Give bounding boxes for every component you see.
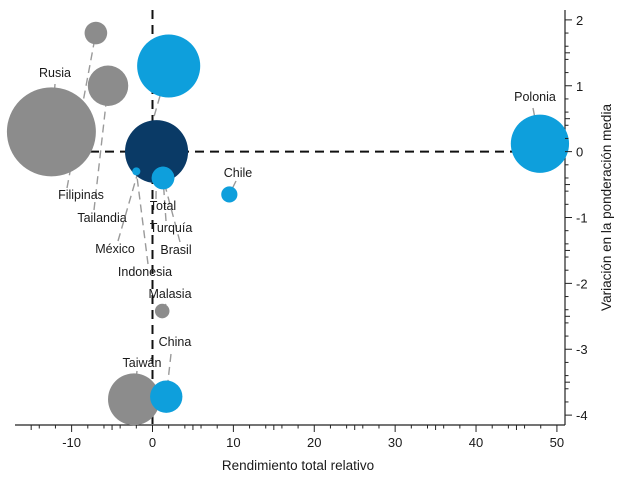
reference-lines [15,10,565,425]
point-label: Chile [224,166,253,180]
bubble-filipinas [84,21,108,45]
x-axis-title: Rendimiento total relativo [222,458,374,473]
x-tick-label: 30 [388,435,402,450]
bubble-tailandia [87,65,129,106]
point-label: Brasil [160,243,191,257]
point-labels: Rusia Filipinas Tailandia México Indonesia To… [39,66,556,370]
bubble-indonesia [132,167,141,176]
point-label: Indonesia [118,265,172,279]
bubble-taiwan [108,373,160,426]
y-axis-title: Variación en la ponderación media [599,104,614,311]
bubble-china [150,380,183,413]
x-tick-label: -10 [62,435,81,450]
x-tick-label: 50 [550,435,564,450]
point-label: Rusia [39,66,71,80]
bubbles [6,21,570,426]
y-tick-label: -3 [576,342,588,357]
y-axis-ticks: -4 -3 -2 -1 0 1 2 [565,13,588,423]
x-tick-label: 20 [307,435,321,450]
point-label: México [95,242,135,256]
y-tick-label: -1 [576,211,588,226]
bubble-total [125,120,189,184]
x-axis-ticks: -10 0 10 20 30 40 50 [30,425,564,450]
y-tick-label: 2 [576,13,583,28]
leader-line [162,177,167,222]
bubble-polonia [510,114,570,173]
y-tick-label: 0 [576,145,583,160]
x-tick-label: 40 [469,435,483,450]
leader-line [165,353,172,397]
y-tick-label: -2 [576,276,588,291]
y-tick-label: 1 [576,79,583,94]
point-label: Tailandia [77,211,126,225]
bubble-mexico [137,34,201,98]
y-tick-label: -4 [576,408,588,423]
x-tick-label: 10 [226,435,240,450]
point-label: Taiwán [123,356,162,370]
point-label: Filipinas [58,188,104,202]
point-label: China [159,335,192,349]
bubble-malasia [154,303,170,319]
point-label: Polonia [514,90,556,104]
point-label: Total [150,199,176,213]
point-label: Turquía [150,221,193,235]
bubble-chile [221,186,238,203]
bubble-rusia [6,87,96,177]
point-label: Malasia [148,287,191,301]
leader-line [93,85,109,211]
bubble-brasil [151,166,175,190]
leader-line [135,171,149,265]
x-tick-label: 0 [149,435,156,450]
